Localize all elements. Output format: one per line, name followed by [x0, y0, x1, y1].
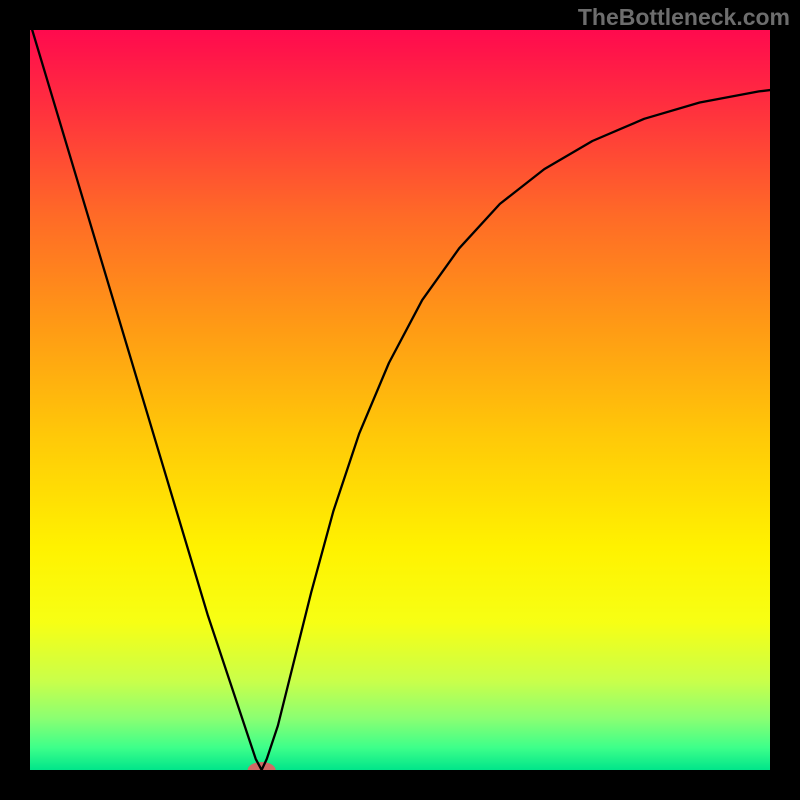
- bottleneck-curve: [30, 23, 777, 770]
- watermark-text: TheBottleneck.com: [578, 4, 790, 31]
- chart-svg-overlay: [0, 0, 800, 800]
- watermark-label: TheBottleneck.com: [578, 4, 790, 30]
- chart-frame: TheBottleneck.com: [0, 0, 800, 800]
